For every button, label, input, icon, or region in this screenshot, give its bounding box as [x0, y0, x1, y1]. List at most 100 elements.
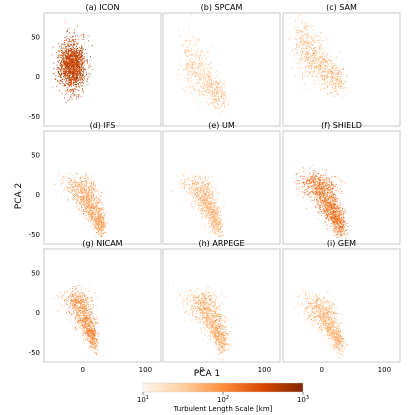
scatter-point — [205, 68, 206, 70]
scatter-point — [73, 60, 74, 62]
scatter-point — [184, 69, 186, 71]
scatter-point — [64, 68, 65, 70]
scatter-point — [312, 50, 313, 51]
scatter-point — [96, 222, 97, 224]
scatter-point — [69, 62, 71, 64]
scatter-point — [62, 69, 64, 70]
scatter-point — [97, 225, 99, 227]
scatter-point — [188, 72, 190, 73]
scatter-point — [306, 45, 308, 47]
scatter-point — [65, 54, 66, 56]
scatter-point — [192, 55, 194, 57]
scatter-point — [75, 59, 77, 60]
scatter-point — [304, 24, 306, 26]
scatter-point — [75, 68, 76, 70]
scatter-point — [336, 72, 338, 74]
scatter-point — [324, 74, 326, 76]
scatter-point — [93, 220, 94, 222]
scatter-point — [320, 62, 321, 63]
scatter-point — [329, 81, 331, 83]
scatter-point — [102, 209, 104, 210]
scatter-point — [75, 192, 77, 194]
scatter-point — [327, 89, 329, 91]
scatter-point — [325, 60, 327, 62]
scatter-point — [76, 184, 78, 185]
scatter-point — [211, 84, 213, 86]
scatter-point — [204, 192, 206, 194]
scatter-point — [82, 209, 84, 211]
scatter-point — [209, 74, 211, 76]
scatter-point — [334, 83, 336, 84]
scatter-point — [80, 184, 82, 186]
scatter-point — [184, 80, 186, 82]
scatter-point — [100, 226, 102, 228]
scatter-point — [54, 183, 56, 185]
scatter-point — [335, 70, 337, 72]
scatter-point — [101, 191, 103, 193]
scatter-point — [305, 47, 307, 49]
scatter-point — [215, 83, 217, 85]
scatter-point — [183, 45, 185, 47]
scatter-point — [196, 70, 198, 72]
scatter-point — [195, 179, 197, 181]
scatter-point — [206, 196, 208, 198]
scatter-point — [219, 84, 221, 86]
scatter-point — [324, 59, 326, 61]
scatter-point — [92, 206, 94, 208]
scatter-point — [223, 85, 225, 87]
scatter-point — [81, 66, 83, 68]
scatter-point — [78, 95, 79, 97]
scatter-point — [202, 85, 204, 87]
scatter-point — [323, 67, 325, 69]
scatter-point — [311, 54, 313, 56]
scatter-point — [87, 217, 88, 219]
scatter-point — [324, 87, 326, 89]
scatter-point — [205, 212, 207, 214]
scatter-point — [199, 194, 201, 196]
scatter-point — [199, 196, 201, 198]
scatter-point — [84, 52, 86, 54]
scatter-point — [68, 80, 70, 81]
scatter-point — [72, 92, 73, 94]
scatter-point — [298, 55, 299, 57]
scatter-point — [199, 64, 201, 65]
scatter-point — [307, 52, 309, 54]
scatter-point — [313, 51, 315, 53]
scatter-point — [218, 100, 219, 102]
scatter-point — [99, 214, 101, 216]
scatter-point — [60, 62, 62, 64]
scatter-point — [79, 203, 80, 205]
scatter-point — [70, 50, 72, 52]
scatter-point — [216, 191, 218, 193]
scatter-point — [336, 79, 338, 81]
scatter-point — [198, 91, 200, 93]
scatter-point — [215, 187, 217, 189]
scatter-point — [306, 34, 308, 36]
scatter-point — [199, 201, 201, 203]
scatter-point — [73, 79, 75, 81]
scatter-point — [222, 99, 224, 101]
scatter-point — [203, 69, 205, 71]
scatter-point — [80, 74, 81, 76]
scatter-point — [105, 232, 107, 234]
scatter-point — [308, 73, 310, 75]
scatter-point — [100, 227, 102, 229]
scatter-point — [90, 182, 92, 184]
scatter-point — [77, 191, 79, 193]
scatter-point — [71, 191, 73, 192]
scatter-point — [214, 108, 216, 110]
scatter-point — [85, 201, 87, 202]
scatter-point — [85, 205, 87, 206]
scatter-point — [197, 64, 199, 66]
scatter-point — [326, 57, 327, 59]
scatter-point — [98, 227, 100, 229]
scatter-point — [341, 85, 342, 87]
scatter-point — [301, 22, 303, 24]
scatter-point — [78, 53, 80, 55]
scatter-point — [323, 57, 325, 59]
scatter-point — [212, 195, 214, 197]
scatter-point — [333, 83, 335, 85]
scatter-point — [329, 72, 331, 74]
scatter-point — [338, 70, 340, 72]
scatter-point — [315, 75, 317, 77]
